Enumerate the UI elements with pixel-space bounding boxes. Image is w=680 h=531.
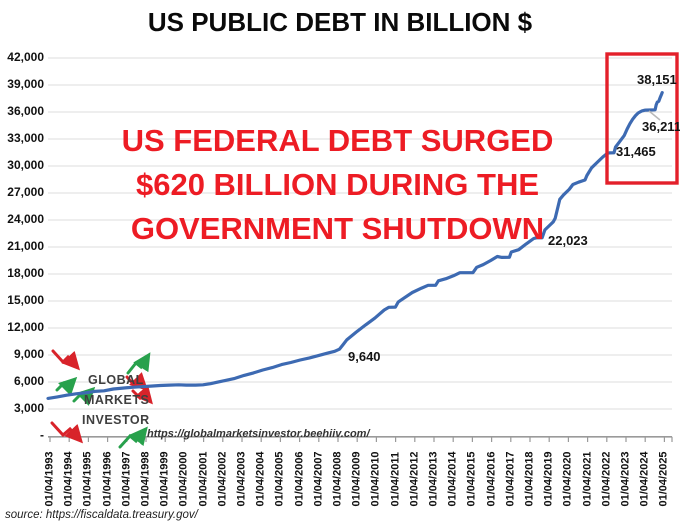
trend-down-arrow-icon: [125, 372, 149, 392]
trend-up-arrow-icon: [118, 426, 148, 449]
x-axis-label: 01/04/2003: [235, 451, 248, 507]
shutdown-highlight-box: [605, 52, 679, 185]
watermark-word: INVESTOR: [82, 413, 150, 427]
debt-line: [46, 90, 664, 400]
x-axis-label: 01/04/2016: [485, 451, 498, 507]
x-axis: [48, 435, 673, 442]
debt-series-line: [46, 90, 664, 400]
x-axis-label: 01/04/2001: [197, 451, 210, 507]
trend-down-arrow-icon: [131, 384, 153, 405]
y-axis-label: 3,000: [13, 401, 44, 415]
y-axis-label: 18,000: [7, 266, 44, 280]
shutdown-annotation: US FEDERAL DEBT SURGED $620 BILLION DURI…: [30, 119, 645, 251]
y-axis-label: 42,000: [7, 50, 44, 64]
data-label-31465: 31,465: [616, 144, 656, 159]
x-axis-label: 01/04/2004: [254, 451, 267, 507]
x-axis-label: 01/04/2015: [465, 451, 478, 507]
y-axis-label: 39,000: [7, 77, 44, 91]
y-axis-label: 36,000: [7, 104, 44, 118]
y-axis-label: 30,000: [7, 158, 44, 172]
data-label-9640: 9,640: [348, 349, 381, 364]
x-axis-label: 01/04/2008: [331, 451, 344, 507]
trend-up-arrow-icon: [55, 376, 78, 396]
x-axis-label: 01/04/2006: [293, 451, 306, 507]
x-axis-label: 01/04/1994: [62, 451, 75, 507]
watermark-logo: GLOBAL MARKETS INVESTOR: [50, 349, 153, 449]
trend-down-arrow-icon: [51, 349, 81, 371]
x-axis-label: 01/04/2022: [600, 451, 613, 507]
x-axis-label: 01/04/2009: [350, 451, 363, 507]
x-axis-label: 01/04/2023: [619, 451, 632, 507]
x-axis-label: 01/04/1995: [81, 451, 94, 507]
y-axis-label: 9,000: [13, 347, 44, 361]
x-axis-label: 01/04/1996: [101, 451, 114, 507]
annotation-line-2: $620 BILLION DURING THE: [135, 167, 540, 202]
trend-down-arrow-icon: [50, 421, 84, 444]
watermark-word: MARKETS: [84, 393, 149, 407]
x-axis-label: 01/04/2019: [542, 451, 555, 507]
y-axis-label: 33,000: [7, 131, 44, 145]
x-axis-label: 01/04/2014: [446, 451, 459, 507]
annotation-line-1: US FEDERAL DEBT SURGED: [121, 123, 554, 158]
trend-up-arrow-icon: [126, 352, 151, 375]
x-axis-label: 01/04/1998: [139, 451, 152, 507]
y-axis-label: 15,000: [7, 293, 44, 307]
x-axis-label: 01/04/2012: [408, 451, 421, 507]
y-axis-label: 21,000: [7, 239, 44, 253]
data-label-22023: 22,023: [548, 233, 588, 248]
y-axis-label: 24,000: [7, 212, 44, 226]
chart-title: US PUBLIC DEBT IN BILLION $: [147, 7, 533, 37]
x-axis-label: 01/04/2017: [504, 451, 517, 507]
x-axis-label: 01/04/2024: [638, 451, 651, 507]
x-axis-label: 01/04/2000: [177, 451, 190, 507]
label-leader-line: [648, 110, 661, 121]
x-axis-label: 01/04/2005: [273, 451, 286, 507]
x-axis-label: 01/04/2013: [427, 451, 440, 507]
data-label-38151: 38,151: [637, 72, 677, 87]
x-axis-label: 01/04/2025: [657, 451, 670, 507]
x-axis-label: 01/04/2011: [389, 452, 402, 507]
y-axis-label: 6,000: [13, 374, 44, 388]
x-axis-label: 01/04/2002: [216, 451, 229, 507]
chart-overlays: [605, 52, 679, 185]
x-axis-label: 01/04/2020: [561, 451, 574, 507]
x-axis-label: 01/04/1997: [120, 451, 133, 507]
source-note: source: https://fiscaldata.treasury.gov/: [5, 509, 198, 521]
x-axis-label: 01/04/2021: [581, 451, 594, 507]
newsletter-url: https://globalmarketsinvestor.beehiiv.co…: [147, 428, 370, 440]
y-axis-label: 27,000: [7, 185, 44, 199]
y-axis-label: -: [40, 428, 44, 442]
y-axis-label: 12,000: [7, 320, 44, 334]
gridlines: [48, 57, 672, 410]
watermark-word: GLOBAL: [88, 373, 144, 387]
x-axis-label: 01/04/1993: [43, 451, 56, 507]
x-axis-label: 01/04/2010: [369, 451, 382, 507]
x-axis-label: 01/04/1999: [158, 451, 171, 507]
annotation-line-3: GOVERNMENT SHUTDOWN: [130, 211, 545, 246]
x-axis-label: 01/04/2007: [312, 451, 325, 507]
x-axis-label: 01/04/2018: [523, 451, 536, 507]
data-label-36211: 36,211: [642, 119, 680, 134]
